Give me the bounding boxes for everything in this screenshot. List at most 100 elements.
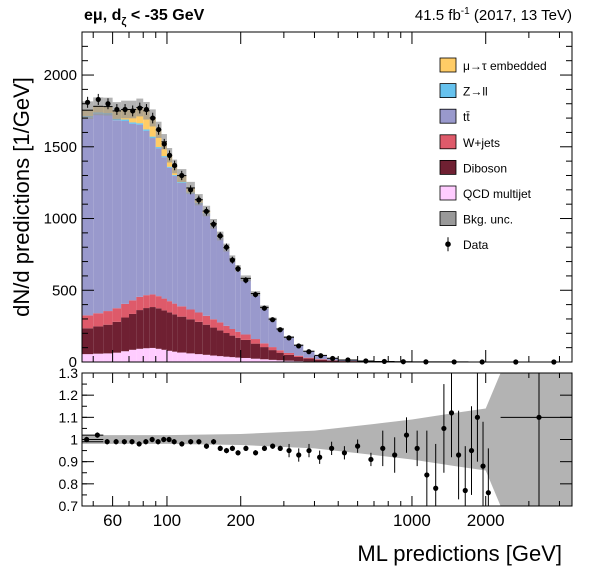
bar-dib xyxy=(235,337,241,358)
y-tick-label: 1500 xyxy=(44,139,77,156)
ratio-point xyxy=(171,439,177,445)
ratio-point xyxy=(403,432,410,438)
ratio-point xyxy=(270,443,276,449)
bar-zll xyxy=(166,166,173,168)
bar-dib xyxy=(223,333,230,357)
legend-label: Bkg. unc. xyxy=(463,213,513,227)
bar-dib xyxy=(314,359,327,362)
bar-wj xyxy=(186,309,195,320)
bar-dib xyxy=(194,321,203,355)
bar-qcd xyxy=(82,354,94,362)
ratio-data-layer xyxy=(82,373,572,506)
ratio-point xyxy=(196,439,202,445)
bar-qcd xyxy=(93,353,104,362)
ratio-point xyxy=(229,445,236,451)
ratio-point xyxy=(424,472,430,478)
bar-emb xyxy=(155,129,162,148)
bar-tt xyxy=(143,130,150,296)
legend-label: W+jets xyxy=(463,136,500,150)
bar-wj xyxy=(121,303,130,318)
bar-qcd xyxy=(149,347,156,362)
data-point xyxy=(269,317,276,323)
ratio-point xyxy=(355,443,361,449)
bar-qcd xyxy=(166,350,173,362)
ratio-point xyxy=(104,439,110,445)
legend-swatch xyxy=(439,83,457,98)
ratio-point xyxy=(296,452,302,458)
bar-dib xyxy=(202,324,211,355)
bar-tt xyxy=(202,213,211,316)
bar-wj xyxy=(314,359,327,360)
bar-dib xyxy=(303,358,315,362)
main-frame xyxy=(81,31,573,363)
ratio-point xyxy=(149,436,155,443)
bar-qcd xyxy=(112,352,122,362)
x-tick-label: 1000 xyxy=(393,511,431,530)
ratio-point xyxy=(317,454,323,460)
bar-qcd xyxy=(202,354,211,362)
data-point xyxy=(122,106,128,113)
legend-swatch xyxy=(439,211,457,227)
bar-dib xyxy=(161,310,167,350)
bar-dib xyxy=(136,310,144,349)
data-point xyxy=(105,101,111,107)
bar-tt xyxy=(194,203,203,313)
ratio-axes: 0.7 0.8 0.9 1 1.1 1.2 1.3 60 100 200 1000 2000 xyxy=(59,365,572,530)
bar-qcd xyxy=(240,357,251,362)
x-axis-title: ML predictions [GeV] xyxy=(357,541,562,566)
x-tick-label: 100 xyxy=(153,511,181,530)
data-point xyxy=(203,208,210,214)
ratio-point xyxy=(329,445,335,451)
legend-label: QCD multijet xyxy=(463,187,532,201)
data-point xyxy=(252,291,259,298)
bar-dib xyxy=(166,312,173,351)
bar-wj xyxy=(93,313,104,327)
legend: μ→τ embedded Z→ll tt̄ W+jets Diboson QCD mult… xyxy=(439,57,547,252)
bar-tt xyxy=(276,329,284,351)
bar-wj xyxy=(260,343,269,348)
bar-tt xyxy=(103,114,113,312)
bar-emb xyxy=(149,117,156,137)
data-point xyxy=(130,108,136,114)
data-point xyxy=(286,335,292,341)
bar-tt xyxy=(303,351,315,358)
bar-qcd xyxy=(216,356,224,362)
x-tick-label: 60 xyxy=(103,511,122,530)
bar-qcd xyxy=(129,349,137,362)
bar-wj xyxy=(194,312,203,322)
data-point xyxy=(143,106,150,113)
data-point xyxy=(217,233,223,239)
bar-qcd xyxy=(250,358,261,362)
bar-wj xyxy=(166,301,173,313)
legend-label: μ→τ embedded xyxy=(463,59,547,73)
ratio-y-tick-label: 0.9 xyxy=(59,454,79,470)
bar-qcd xyxy=(186,353,195,362)
bar-wj xyxy=(177,306,187,317)
bar-tt xyxy=(149,138,156,295)
ratio-y-tick-label: 1.1 xyxy=(59,409,79,425)
data-point xyxy=(318,353,324,359)
data-point xyxy=(277,327,283,333)
data-point xyxy=(363,358,369,364)
ratio-point xyxy=(306,447,312,454)
bar-tt xyxy=(293,345,304,356)
bar-zll xyxy=(161,156,167,158)
ratio-y-tick-label: 1.3 xyxy=(59,365,79,381)
bar-dib xyxy=(155,308,162,349)
bar-wj xyxy=(103,311,113,325)
data-point xyxy=(235,266,241,272)
bar-zll xyxy=(143,129,150,131)
data-point xyxy=(223,244,230,250)
ratio-point xyxy=(155,439,161,445)
ratio-y-tick-label: 1.2 xyxy=(59,387,79,403)
lumi-label: 41.5 fb-1 (2017, 13 TeV) xyxy=(415,6,572,24)
channel-label: eμ, dζ < -35 GeV xyxy=(84,7,205,28)
bar-zll xyxy=(129,122,137,124)
ratio-y-tick-label: 1 xyxy=(70,432,78,448)
data-layer xyxy=(85,93,557,365)
legend-label: Diboson xyxy=(463,161,507,175)
ratio-y-tick-label: 0.8 xyxy=(59,476,79,492)
bar-wj xyxy=(202,315,211,325)
bar-tt xyxy=(172,175,178,304)
